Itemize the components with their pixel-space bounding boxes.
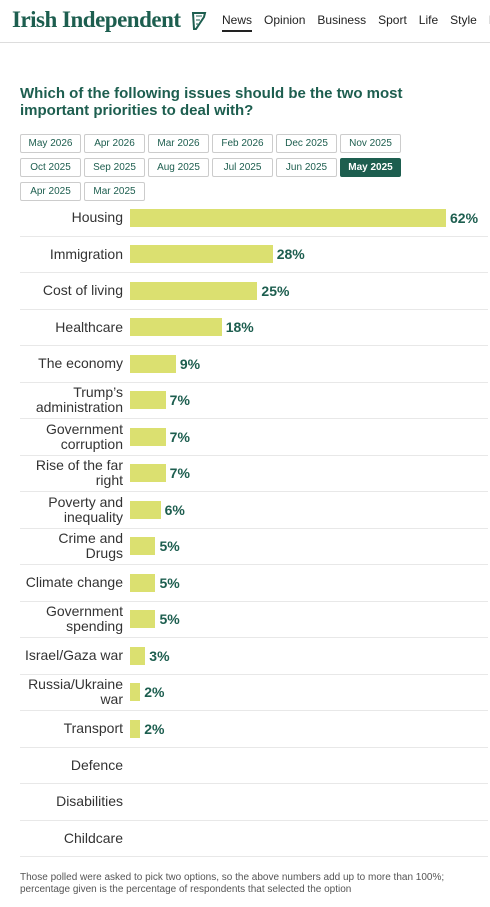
harp-icon [191,12,207,30]
category-label: Government spending [45,603,123,635]
nav-link[interactable]: Business [317,13,367,27]
bar [130,391,166,410]
bar [130,281,258,300]
category-label: Cost of living [42,282,123,299]
bar [130,464,166,483]
chart-row: Childcare [20,821,488,857]
chart-row: Crime and Drugs 5% [20,529,488,565]
chart-row: The economy 9% [20,346,488,383]
category-label: The economy [38,355,123,372]
category-label: Climate change [25,574,123,591]
category-label: Transport [63,720,123,737]
nav-link[interactable]: E [489,13,490,32]
category-label: Israel/Gaza war [24,647,123,664]
chart-row: Transport 2% [20,711,488,748]
chart-row: Immigration 28% [20,237,488,273]
chart-row: Government corruption 7% [20,419,488,456]
nav-link[interactable]: Style [450,13,477,27]
bar [130,537,156,556]
value-label: 2% [144,684,165,701]
value-label: 7% [169,465,190,482]
value-label: 7% [169,428,190,445]
category-label: Rise of the far right [35,457,123,489]
chart-row: Disabilities [20,784,488,821]
category-label: Poverty and inequality [48,493,123,525]
bar [130,610,156,629]
bar [130,245,273,264]
month-tab[interactable]: Mar 2025 [84,182,145,201]
chart-row: Healthcare 18% [20,310,488,346]
bar [130,719,141,738]
value-label: 62% [450,209,479,226]
month-tab[interactable]: Nov 2025 [340,134,401,153]
month-tab[interactable]: Apr 2026 [84,134,145,153]
chart-row: Rise of the far right 7% [20,456,488,492]
category-label: Healthcare [55,318,123,335]
header: Irish Independent News Opinion Business Spo… [0,0,490,43]
category-label: Housing [71,209,123,226]
month-tab[interactable]: Jul 2025 [212,158,273,177]
category-label: Immigration [49,245,123,262]
value-label: 3% [149,647,170,664]
month-tab[interactable]: Aug 2025 [148,158,209,177]
bar [130,208,446,227]
month-tab[interactable]: Mar 2026 [148,134,209,153]
chart-row: Israel/Gaza war 3% [20,638,488,675]
bar [130,573,156,592]
nav-link[interactable]: Sport [378,13,407,27]
footnote: Those polled were asked to pick two opti… [20,872,445,895]
chart-row: Government spending 5% [20,602,488,638]
month-tab[interactable]: Oct 2025 [20,158,81,177]
month-tab[interactable]: Apr 2025 [20,182,81,201]
chart-row: Housing 62% [20,200,488,237]
category-label: Trump’s administration [35,384,123,416]
nav-link[interactable]: Opinion [264,13,306,27]
value-label: 9% [179,355,201,372]
chart-row: Russia/Ukraine war 2% [20,675,488,711]
bar [130,646,146,665]
category-label: Defence [70,756,123,773]
value-label: 25% [261,282,290,299]
category-label: Disabilities [56,793,123,810]
bar [130,427,166,446]
month-tab[interactable]: Dec 2025 [276,134,337,153]
month-tab[interactable]: Sep 2025 [84,158,145,177]
chart-row: Trump’s administration 7% [20,383,488,419]
chart-row: Cost of living 25% [20,273,488,310]
value-label: 2% [144,720,165,737]
bar [130,500,161,519]
value-label: 5% [159,611,180,628]
nav-link[interactable]: Life [418,13,439,27]
bar [130,318,222,337]
value-label: 7% [169,392,190,409]
month-tab[interactable]: May 2025 [340,158,401,177]
value-label: 6% [164,501,185,518]
chart-row: Poverty and inequality 6% [20,492,488,529]
month-tab[interactable]: Feb 2026 [212,134,273,153]
nav: News Opinion Business Sport Life Style E [222,13,490,32]
category-label: Crime and Drugs [58,530,123,562]
tabs: May 2026 Apr 2026 Mar 2026 Feb 2026 Dec 2025… [20,134,460,201]
chart-title: Which of the following issues should be … [20,85,403,119]
value-label: 28% [276,246,305,263]
chart-row: Defence [20,748,488,784]
category-label: Russia/Ukraine war [28,676,123,708]
chart: Housing 62% Immigration 28% Cost of living 25… [20,200,488,857]
bar [130,354,176,373]
category-label: Childcare [63,829,123,846]
value-label: 5% [159,538,180,555]
value-label: 5% [159,574,180,591]
month-tab[interactable]: Jun 2025 [276,158,337,177]
month-tab[interactable]: May 2026 [20,134,81,153]
logo[interactable]: Irish Independent [12,7,181,32]
chart-row: Climate change 5% [20,565,488,602]
nav-link[interactable]: News [222,13,253,32]
category-label: Government corruption [45,420,123,452]
value-label: 18% [225,319,254,336]
bar [130,683,141,702]
